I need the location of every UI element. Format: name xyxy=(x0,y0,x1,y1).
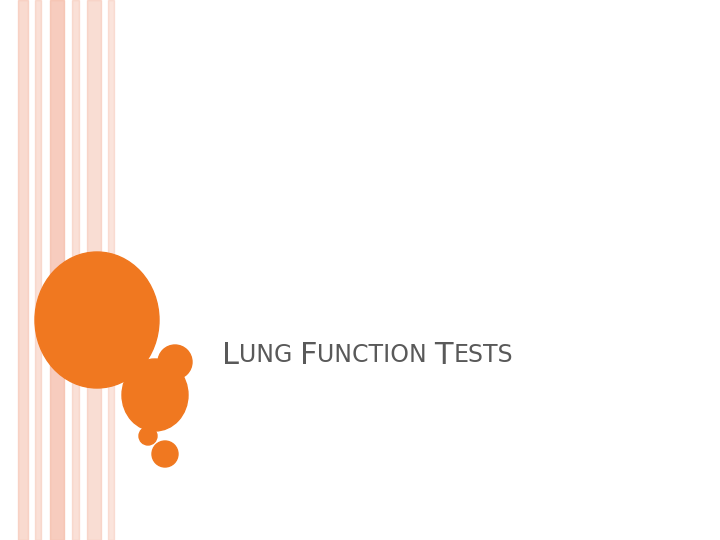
Ellipse shape xyxy=(122,359,188,431)
Ellipse shape xyxy=(158,345,192,379)
Text: UNG: UNG xyxy=(239,343,292,367)
Ellipse shape xyxy=(152,441,178,467)
Bar xyxy=(72,0,79,540)
Ellipse shape xyxy=(35,252,159,388)
Bar xyxy=(108,0,114,540)
Bar xyxy=(18,0,28,540)
Ellipse shape xyxy=(139,427,157,445)
Text: F: F xyxy=(300,341,318,369)
Text: T: T xyxy=(435,341,453,369)
Bar xyxy=(50,0,64,540)
Text: L: L xyxy=(222,341,239,369)
Bar xyxy=(87,0,101,540)
Bar xyxy=(35,0,41,540)
Text: ESTS: ESTS xyxy=(453,343,513,367)
Text: UNCTION: UNCTION xyxy=(318,343,427,367)
